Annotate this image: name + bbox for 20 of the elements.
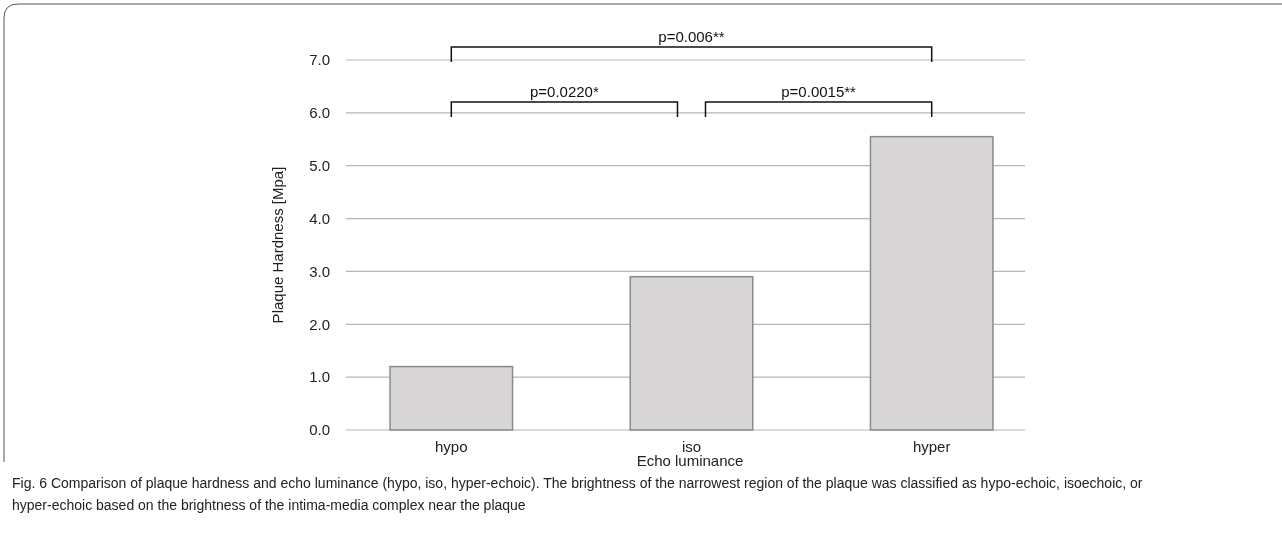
- x-axis-title: Echo luminance: [636, 452, 744, 469]
- x-tick-label: hyper: [912, 438, 951, 455]
- annotation: p=0.0015**: [781, 83, 857, 100]
- y-tick-label: 6.0: [309, 104, 330, 122]
- y-tick-label: 5.0: [309, 156, 330, 174]
- y-tick-label: 7.0: [309, 51, 330, 69]
- y-tick-label: 0.0: [309, 421, 330, 439]
- x-tick-label: hypo: [435, 438, 468, 455]
- bar: [629, 275, 754, 431]
- y-tick-label: 4.0: [309, 209, 330, 227]
- y-tick-label: 3.0: [309, 262, 330, 280]
- annotation: p=0.0220*: [529, 83, 599, 100]
- bar: [389, 365, 514, 431]
- y-axis-title: Plaque Hardness [Mpa]: [269, 166, 286, 324]
- x-tick-label: iso: [681, 438, 702, 455]
- y-tick-label: 2.0: [309, 315, 330, 333]
- bar: [869, 135, 994, 431]
- caption: Fig. 6 Comparison of plaque hardness and echo luminance (hypo, iso, hyper-echoic). The brightness of the narrowest region of the plaque was classified as hypo-echoic, isoechoic, or hyper-echoic based on the brightness of the intima-media complex near the plaque: [12, 474, 1144, 515]
- text: p=0.006**: [658, 28, 725, 45]
- y-tick-label: 1.0: [309, 368, 330, 386]
